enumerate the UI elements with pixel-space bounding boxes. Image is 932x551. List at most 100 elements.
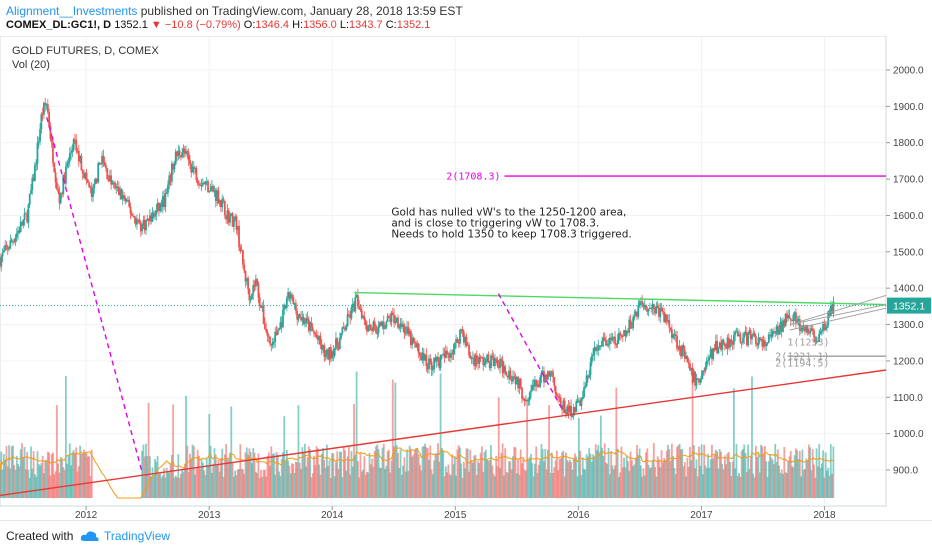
- candle-body: [698, 379, 700, 383]
- created-with-label: Created with: [6, 529, 74, 543]
- low-label: L:: [339, 19, 350, 31]
- candle-body: [309, 322, 311, 331]
- candle-body: [46, 104, 49, 112]
- volume-bar: [442, 450, 445, 498]
- volume-bar: [52, 452, 54, 498]
- volume-bar: [809, 447, 812, 498]
- candle-body: [132, 215, 134, 217]
- candle-body: [366, 325, 368, 332]
- candle-body: [651, 303, 654, 309]
- candle-body: [810, 328, 813, 331]
- volume-bar: [84, 452, 87, 498]
- volume-bar: [280, 458, 283, 498]
- candle-body: [646, 309, 649, 312]
- candle-body: [199, 184, 202, 186]
- candle-body: [155, 209, 158, 215]
- volume-bar: [555, 450, 558, 498]
- candle-body: [124, 198, 127, 202]
- candle-body: [428, 358, 430, 370]
- volume-bar: [425, 447, 428, 498]
- volume-bar: [39, 465, 41, 498]
- volume-bar: [46, 451, 49, 498]
- volume-bar: [13, 465, 16, 498]
- candle-body: [744, 331, 747, 334]
- candle-body: [745, 331, 748, 346]
- candle-body: [161, 196, 164, 207]
- volume-bar: [743, 444, 746, 498]
- candle-body: [2, 250, 5, 253]
- price-tick-label: 1100.0: [893, 393, 923, 404]
- volume-bar: [72, 450, 75, 498]
- candle-body: [53, 162, 56, 173]
- volume-bar: [249, 451, 252, 498]
- volume-bar: [384, 469, 386, 498]
- candle-body: [107, 179, 110, 182]
- candle-body: [86, 179, 89, 183]
- candle-body: [500, 358, 503, 361]
- candle-body: [83, 173, 85, 179]
- volume-bar: [508, 461, 510, 498]
- volume-bar: [805, 458, 808, 498]
- candle-body: [158, 202, 160, 212]
- candle-body: [59, 193, 62, 204]
- volume-bar: [756, 457, 759, 498]
- volume-bar: [572, 458, 575, 498]
- volume-bar: [406, 449, 408, 498]
- time-tick-label: 2012: [75, 510, 98, 520]
- volume-bar: [552, 472, 554, 498]
- candle-body: [638, 302, 641, 306]
- candle-body: [364, 320, 367, 326]
- volume-bar: [211, 472, 213, 498]
- volume-bar: [364, 474, 367, 498]
- candle-body: [385, 321, 388, 328]
- tradingview-link[interactable]: TradingView: [104, 529, 171, 543]
- candle-body: [48, 111, 50, 127]
- trend-line: [497, 293, 565, 413]
- candle-body: [362, 315, 364, 319]
- candle-body: [762, 340, 765, 347]
- candle-body: [522, 398, 525, 400]
- volume-bar: [231, 462, 234, 498]
- candle-body: [747, 334, 750, 346]
- volume-bar: [608, 474, 611, 498]
- candle-body: [506, 375, 509, 378]
- candle-body: [592, 354, 594, 356]
- candle-body: [691, 367, 694, 383]
- candle-body: [338, 338, 341, 350]
- candle-body: [369, 324, 372, 330]
- author-link[interactable]: Alignment__Investments: [6, 4, 138, 18]
- candle-body: [397, 317, 399, 328]
- volume-bar: [28, 477, 31, 498]
- candle-body: [482, 357, 485, 365]
- volume-bar: [142, 444, 145, 498]
- candle-body: [399, 323, 402, 328]
- candle-body: [269, 336, 271, 344]
- candle-body: [10, 240, 13, 242]
- candle-body: [393, 314, 395, 324]
- candle-body: [447, 353, 450, 355]
- candle-body: [119, 189, 122, 195]
- candle-body: [182, 148, 185, 153]
- volume-bar: [674, 474, 677, 498]
- candle-body: [623, 329, 625, 337]
- volume-bar: [701, 474, 704, 498]
- volume-bar: [318, 464, 321, 498]
- volume-bar: [152, 475, 155, 498]
- candle-body: [28, 194, 31, 205]
- candle-body: [491, 355, 494, 358]
- candle-body: [386, 316, 389, 322]
- candle-body: [325, 349, 328, 355]
- price-chart[interactable]: GOLD FUTURES, D, COMEX Vol (20) 2(1708.3…: [0, 36, 932, 520]
- volume-bar: [324, 467, 327, 498]
- volume-bar: [158, 474, 160, 498]
- volume-bar: [216, 465, 218, 498]
- volume-bar: [189, 453, 191, 498]
- volume-bar: [792, 467, 795, 498]
- candle-body: [681, 345, 684, 357]
- candle-body: [733, 334, 735, 345]
- volume-bar: [658, 459, 660, 498]
- candle-body: [231, 213, 234, 227]
- volume-bar: [473, 455, 476, 498]
- candle-body: [453, 342, 456, 350]
- candle-body: [112, 182, 115, 184]
